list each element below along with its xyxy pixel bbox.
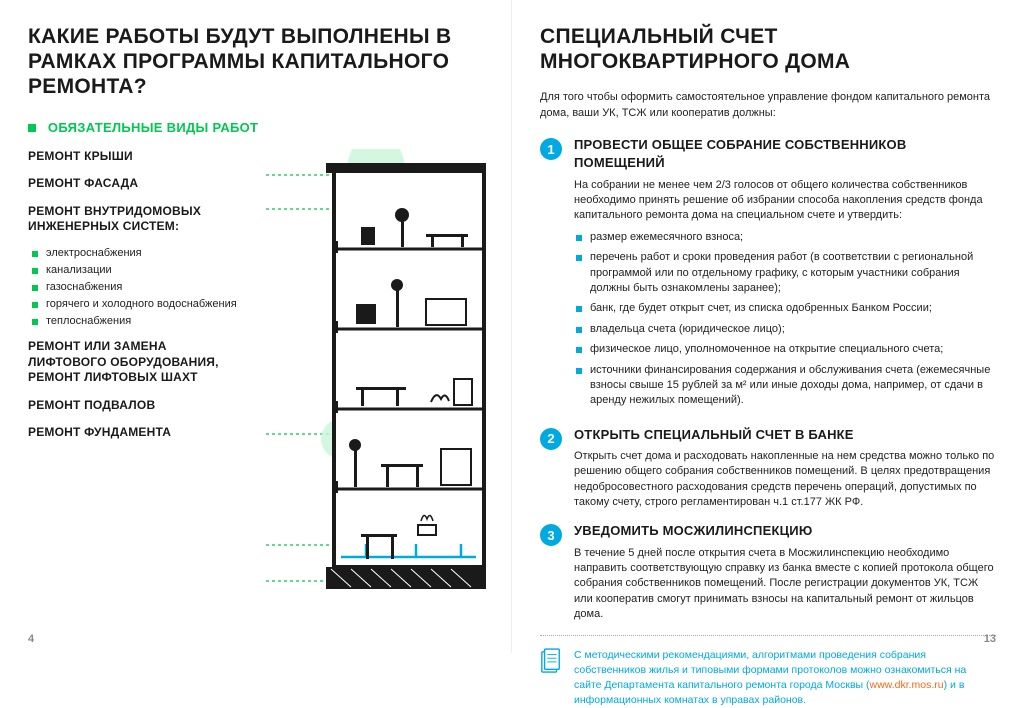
bullet-text: банк, где будет открыт счет, из списка о… (590, 301, 932, 316)
step-text: На собрании не менее чем 2/3 голосов от … (574, 178, 996, 224)
bullet-text: владельца счета (юридическое лицо); (590, 322, 785, 337)
sub-item: канализации (46, 264, 112, 276)
work-systems-title: РЕМОНТ ВНУТРИДОМОВЫХ ИНЖЕНЕРНЫХ СИСТЕМ: (28, 204, 248, 235)
intro-text: Для того чтобы оформить самостоятельное … (540, 90, 996, 122)
bullet-icon (32, 268, 38, 274)
footnote: С методическими рекомендациями, алгоритм… (540, 635, 996, 708)
step-text: В течение 5 дней после открытия счета в … (574, 546, 996, 623)
category-title: ОБЯЗАТЕЛЬНЫЕ ВИДЫ РАБОТ (28, 120, 483, 135)
bullet-icon (576, 347, 582, 353)
left-title: КАКИЕ РАБОТЫ БУДУТ ВЫПОЛНЕНЫ В РАМКАХ ПР… (28, 24, 483, 100)
right-page: СПЕЦИАЛЬНЫЙ СЧЕТ МНОГОКВАРТИРНОГО ДОМА Д… (512, 0, 1024, 653)
step-title: УВЕДОМИТЬ МОСЖИЛИНСПЕКЦИЮ (574, 522, 996, 540)
step-number: 3 (540, 524, 562, 546)
work-basement: РЕМОНТ ПОДВАЛОВ (28, 398, 248, 414)
bullet-icon (28, 124, 36, 132)
bullet-icon (576, 327, 582, 333)
bullet-icon (576, 255, 582, 261)
bullet-icon (576, 368, 582, 374)
sub-item: газоснабжения (46, 281, 122, 293)
step-3: 3 УВЕДОМИТЬ МОСЖИЛИНСПЕКЦИЮ В течение 5 … (540, 522, 996, 622)
bullet-icon (576, 235, 582, 241)
sub-item: горячего и холодного водоснабжения (46, 298, 237, 310)
bullet-icon (32, 302, 38, 308)
works-list: РЕМОНТ КРЫШИ РЕМОНТ ФАСАДА РЕМОНТ ВНУТРИ… (28, 149, 248, 614)
step-bullets: размер ежемесячного взноса; перечень раб… (576, 230, 996, 409)
bullet-text: физическое лицо, уполномоченное на откры… (590, 342, 943, 357)
sub-item: теплоснабжения (46, 315, 131, 327)
bullet-icon (32, 285, 38, 291)
bullet-text: перечень работ и сроки проведения работ … (590, 250, 996, 296)
work-elevator: РЕМОНТ ИЛИ ЗАМЕНА ЛИФТОВОГО ОБОРУДОВАНИЯ… (28, 339, 248, 386)
bullet-icon (32, 319, 38, 325)
sub-item: электроснабжения (46, 247, 142, 259)
building-diagram (266, 149, 486, 614)
bullet-icon (576, 306, 582, 312)
work-facade: РЕМОНТ ФАСАДА (28, 176, 248, 192)
step-title: ОТКРЫТЬ СПЕЦИАЛЬНЫЙ СЧЕТ В БАНКЕ (574, 426, 996, 444)
step-2: 2 ОТКРЫТЬ СПЕЦИАЛЬНЫЙ СЧЕТ В БАНКЕ Откры… (540, 426, 996, 511)
page-number-right: 13 (984, 633, 996, 645)
step-title: ПРОВЕСТИ ОБЩЕЕ СОБРАНИЕ СОБСТВЕННИКОВ ПО… (574, 136, 996, 172)
work-roof: РЕМОНТ КРЫШИ (28, 149, 248, 165)
step-text: Открыть счет дома и расходовать накоплен… (574, 449, 996, 511)
bullet-icon (32, 251, 38, 257)
page-number-left: 4 (28, 633, 34, 645)
document-icon (540, 648, 562, 708)
footnote-link: www.dkr.mos.ru (870, 679, 944, 691)
systems-sublist: электроснабжения канализации газоснабжен… (32, 247, 248, 327)
step-number: 2 (540, 428, 562, 450)
right-title: СПЕЦИАЛЬНЫЙ СЧЕТ МНОГОКВАРТИРНОГО ДОМА (540, 24, 996, 74)
category-label: ОБЯЗАТЕЛЬНЫЕ ВИДЫ РАБОТ (48, 120, 258, 135)
step-1: 1 ПРОВЕСТИ ОБЩЕЕ СОБРАНИЕ СОБСТВЕННИКОВ … (540, 136, 996, 413)
work-foundation: РЕМОНТ ФУНДАМЕНТА (28, 425, 248, 441)
bullet-text: размер ежемесячного взноса; (590, 230, 743, 245)
footnote-text: С методическими рекомендациями, алгоритм… (574, 648, 996, 708)
bullet-text: источники финансирования содержания и об… (590, 363, 996, 409)
step-number: 1 (540, 138, 562, 160)
left-page: КАКИЕ РАБОТЫ БУДУТ ВЫПОЛНЕНЫ В РАМКАХ ПР… (0, 0, 512, 653)
